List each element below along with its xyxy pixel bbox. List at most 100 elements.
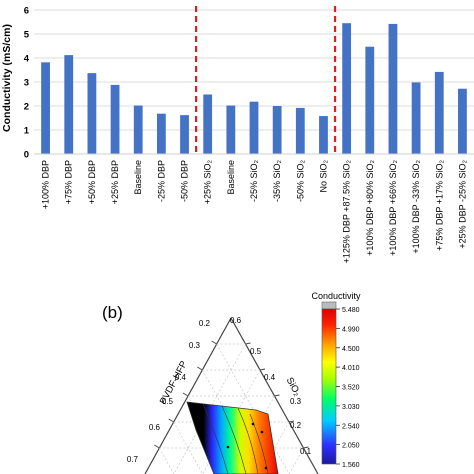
bar <box>110 84 120 154</box>
colorbar <box>321 308 337 465</box>
bar <box>319 116 328 154</box>
bar <box>226 105 236 154</box>
x-tick-label: -50% DBP <box>180 160 190 202</box>
y-tick-label: 4 <box>24 54 30 65</box>
conductivity-bar-chart: 0 1 2 3 4 5 6 Conductivity (mS/cm) +100% DBP +7… <box>1 6 474 263</box>
x-tick-label: -25% DBP <box>156 160 166 202</box>
colorbar-top-cap <box>321 301 337 310</box>
group-dividers <box>195 6 337 154</box>
colorbar-tick-label: 2.540 <box>342 423 360 430</box>
x-tick-labels: +100% DBP +75% DBP +50% DBP +25% DBP Baselin… <box>41 159 468 263</box>
bar <box>434 71 444 154</box>
ternary-gridline <box>173 343 246 474</box>
bar <box>133 105 143 154</box>
contour-line <box>237 407 259 474</box>
x-tick-label: +100% DBP <box>41 160 51 209</box>
bar <box>458 88 467 154</box>
ternary-right-axis-label: SiO₂ <box>284 376 303 399</box>
y-axis-label: Conductivity (mS/cm) <box>1 24 13 132</box>
bars <box>41 23 467 155</box>
bar <box>41 62 50 154</box>
bar <box>272 106 282 154</box>
ternary-right-tick: 0.5 <box>250 347 262 356</box>
ternary-tick-mark <box>303 446 309 449</box>
y-tick-label: 3 <box>24 78 29 89</box>
ternary-tick-mark <box>288 420 295 423</box>
ternary-left-tick: 0.3 <box>189 341 201 350</box>
x-tick-label: +75% DBP +17% SiO₂ <box>434 160 444 251</box>
x-tick-label: Baseline <box>133 160 143 195</box>
x-tick-label: Baseline <box>226 160 236 195</box>
ternary-right-tick: 0.4 <box>264 373 276 382</box>
x-tick-label: +100% DBP +66% SiO₂ <box>388 160 398 256</box>
x-tick-label: +25% DBP -25% SiO₂ <box>457 159 467 248</box>
ternary-right-tick: 0.1 <box>300 447 312 456</box>
bar <box>249 101 259 154</box>
bar <box>156 113 166 154</box>
ternary-left-tick: 0.6 <box>149 423 161 432</box>
ternary-top-tick: 0.6 <box>230 316 242 325</box>
data-point <box>226 445 230 449</box>
ternary-left-tick: 0.4 <box>175 373 187 382</box>
colorbar-tick-label: 3.520 <box>342 385 360 392</box>
ternary-gridline <box>288 447 304 474</box>
colorbar-tick-label: 4.500 <box>342 346 360 353</box>
y-tick-labels: 0 1 2 3 4 5 6 <box>24 6 30 161</box>
ternary-right-tick: 0.2 <box>290 421 302 430</box>
y-tick-label: 0 <box>24 150 29 161</box>
contour-line <box>202 403 229 474</box>
bar <box>295 107 305 154</box>
x-tick-label: +50% DBP <box>87 160 97 204</box>
y-tick-label: 6 <box>24 6 29 17</box>
data-point <box>260 430 264 434</box>
contour-region <box>186 401 279 474</box>
bar <box>180 115 189 154</box>
colorbar-title: Conductivity <box>311 291 361 301</box>
ternary-gridline <box>159 447 175 474</box>
bar <box>87 73 97 154</box>
bar <box>203 94 213 154</box>
ternary-left-axis-label: PVDF-HFP <box>158 359 190 406</box>
colorbar-tick-label: 4.010 <box>342 365 360 372</box>
colorbar-tick-label: 5.480 <box>342 307 360 314</box>
x-tick-label: +25% SiO₂ <box>203 160 213 205</box>
ternary-tick-mark <box>154 444 160 449</box>
colorbar-tick-label: 3.030 <box>342 404 360 411</box>
y-tick-label: 2 <box>24 102 29 113</box>
ternary-gridline <box>216 343 290 474</box>
x-tick-label: -50% SiO₂ <box>295 160 305 203</box>
ternary-tick-mark <box>259 368 266 371</box>
ternary-tick-mark <box>211 340 217 345</box>
contour-line <box>221 405 247 474</box>
x-tick-label: -25% SiO₂ <box>249 160 259 203</box>
x-tick-label: +100% DBP +80% SiO₂ <box>365 160 375 256</box>
ternary-left-tick: 0.2 <box>199 319 211 328</box>
bar <box>388 23 398 155</box>
ternary-tick-mark <box>245 342 251 345</box>
colorbar-tick-label: 2.050 <box>342 443 360 450</box>
data-point <box>264 466 268 470</box>
y-tick-label: 5 <box>24 30 30 41</box>
ternary-tick-mark <box>168 418 174 423</box>
panel-label: (b) <box>102 303 123 322</box>
bar <box>64 55 74 155</box>
bar <box>342 23 352 155</box>
ternary-tick-mark <box>182 392 189 397</box>
ternary-tick-mark <box>197 366 203 371</box>
y-gridlines <box>34 9 474 131</box>
ternary-left-tick: 0.5 <box>162 397 174 406</box>
ternary-tick-mark <box>274 394 280 397</box>
colorbar-tick-label: 4.990 <box>342 326 360 333</box>
data-point <box>251 422 255 426</box>
x-tick-label: -35% SiO₂ <box>272 160 282 203</box>
x-tick-label: +75% DBP <box>64 160 74 204</box>
ternary-right-tick: 0.3 <box>290 397 302 406</box>
colorbar-ticks: 5.480 4.990 4.500 4.010 3.520 3.030 2.540 2.050… <box>336 307 360 469</box>
ternary-left-tick: 0.7 <box>127 455 139 464</box>
y-tick-label: 1 <box>24 126 30 137</box>
ternary-contour-plot: (b) 0.6 0.2 0.3 0.4 0.5 0.6 0.7 0.5 0.4 … <box>102 291 361 474</box>
bar <box>365 46 375 154</box>
x-tick-label: +25% DBP <box>110 160 120 204</box>
x-tick-label: +125% DBP +87.5% SiO₂ <box>342 159 352 263</box>
